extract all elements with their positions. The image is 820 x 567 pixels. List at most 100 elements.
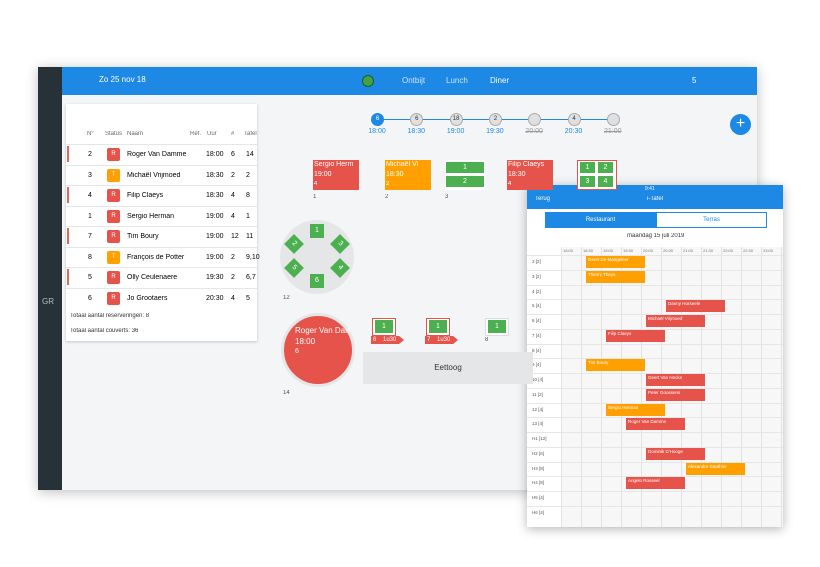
reservation-number: 4 [88, 192, 92, 199]
time-column [781, 247, 782, 527]
time-column [681, 247, 682, 527]
row-line [527, 387, 783, 389]
row-line [66, 226, 257, 227]
booking[interactable]: Angelo Rosseel [626, 477, 685, 490]
seat[interactable]: 1 [375, 320, 393, 333]
meal-tab[interactable]: Lunch [446, 76, 468, 85]
table-reserved[interactable]: Filip Claeys 18:30 4 [507, 160, 553, 190]
booking[interactable]: Alexandre Gauthier [686, 462, 745, 475]
row-line [527, 343, 783, 345]
count: 5 [692, 76, 697, 85]
row-line [527, 328, 783, 330]
time-slot[interactable] [528, 113, 542, 126]
status-badge: R [107, 291, 120, 305]
table-reserved[interactable]: Sergio Herm 19:00 4 [313, 160, 359, 190]
row-line [66, 144, 257, 145]
booking[interactable]: Michaël Vrijmoed [646, 315, 705, 328]
seat[interactable]: 1 [579, 161, 596, 174]
guest-name[interactable]: Jo Grootaers [127, 294, 168, 302]
row-line [527, 432, 783, 434]
booking[interactable]: Geert Van Hecke [646, 374, 705, 387]
row-line [66, 246, 257, 248]
time-label: 20:30 [663, 248, 674, 253]
time-slot[interactable]: 4 [567, 113, 581, 126]
guest-name: Michaël Vi [386, 161, 419, 168]
row-label: 3 [2] [532, 273, 541, 279]
row-label: 13 [4] [532, 421, 544, 427]
booking[interactable]: Sergio Herman [606, 403, 665, 416]
reservation-number: 7 [88, 233, 92, 240]
guest-name[interactable]: Tim Boury [127, 233, 159, 240]
row-line [66, 205, 257, 207]
seat[interactable]: 6 [310, 274, 324, 288]
seat[interactable]: 1 [310, 224, 324, 238]
back-button[interactable]: Terug [535, 196, 551, 202]
total-reservations: Totaal aantal reserveringen: 8 [70, 313, 150, 319]
row-line [66, 267, 257, 268]
time: 19:00 [206, 253, 224, 261]
status-badge: R [107, 189, 120, 202]
tablet-date: maandag 15 juli 2019 [627, 233, 685, 239]
time-slot[interactable]: 6 [371, 113, 384, 126]
booking[interactable]: Tim Boury [586, 359, 645, 372]
booking[interactable]: Thierry Theys [586, 270, 645, 283]
guest-name[interactable]: Olly Ceulenaere [127, 274, 178, 281]
status-dot[interactable] [362, 75, 374, 87]
area-tab[interactable]: Restaurant [545, 212, 656, 228]
row-label: H6 [4] [532, 509, 545, 515]
time-label: 22:00 [723, 248, 734, 253]
time-column [701, 247, 702, 527]
row-label: 11 [2] [532, 391, 543, 397]
booking[interactable]: Peter Goossens [646, 388, 705, 401]
guest-name[interactable]: Michaël Vrijmoed [127, 171, 181, 179]
slot-time: 20:00 [525, 128, 543, 135]
row-line [527, 299, 783, 301]
status-badge: T [107, 168, 120, 182]
time-slot[interactable]: 6 [410, 113, 424, 126]
time-slot[interactable]: 2 [488, 113, 502, 126]
booking[interactable]: Roger Van Damme [626, 418, 685, 431]
guest-name[interactable]: Sergio Herman [127, 212, 175, 220]
time-column [581, 247, 582, 527]
slot-time: 20:30 [564, 128, 583, 135]
table-label: 14 [283, 390, 290, 396]
table-number: 1 [246, 212, 250, 220]
booking[interactable]: Filip Claeys [606, 329, 665, 342]
row-line [527, 461, 783, 463]
area-tab[interactable]: Terras [656, 212, 767, 228]
time: 18:30 [508, 171, 526, 178]
status-badge: R [107, 271, 120, 284]
time-slot[interactable] [606, 113, 620, 126]
guest-name[interactable]: François de Potter [127, 253, 185, 261]
booking[interactable]: Dominik D'Hooge [646, 447, 705, 460]
round-table-reserved[interactable]: Roger Van Dam 18:00 6 [281, 313, 355, 387]
time: 19:30 [206, 274, 224, 281]
seat[interactable]: 4 [597, 175, 614, 188]
meal-tab[interactable]: Diner [490, 76, 510, 85]
meal-tab[interactable]: Ontbijt [402, 76, 426, 85]
seat[interactable]: 1 [429, 320, 447, 333]
seat[interactable]: 1 [488, 320, 506, 333]
reservation-number: 8 [88, 253, 92, 261]
booking[interactable]: Danny Horseele [666, 300, 725, 313]
add-button[interactable]: + [730, 114, 751, 135]
clock: 9:41 [645, 186, 655, 192]
table-label: 3 [445, 194, 449, 200]
time-column [721, 247, 722, 527]
covers: 2 [386, 181, 390, 187]
row-line [527, 358, 783, 360]
total-covers: Totaal aantal couverts: 36 [70, 328, 139, 334]
seat[interactable]: 2 [597, 161, 614, 174]
table-reserved[interactable]: Michaël Vi 18:30 2 [385, 160, 431, 190]
guest-name[interactable]: Filip Claeys [127, 192, 164, 199]
guest-name[interactable]: Roger Van Damme [127, 151, 187, 158]
slot-time: 21:00 [604, 128, 622, 135]
seat[interactable]: 1 [445, 161, 485, 174]
seat[interactable]: 3 [579, 175, 596, 188]
time-slot[interactable]: 18 [449, 113, 463, 126]
time-column [741, 247, 742, 527]
seat[interactable]: 2 [445, 175, 485, 188]
covers: 12 [231, 233, 239, 240]
booking[interactable]: Geert De Mangeleer [586, 256, 645, 268]
row-line [527, 417, 783, 419]
